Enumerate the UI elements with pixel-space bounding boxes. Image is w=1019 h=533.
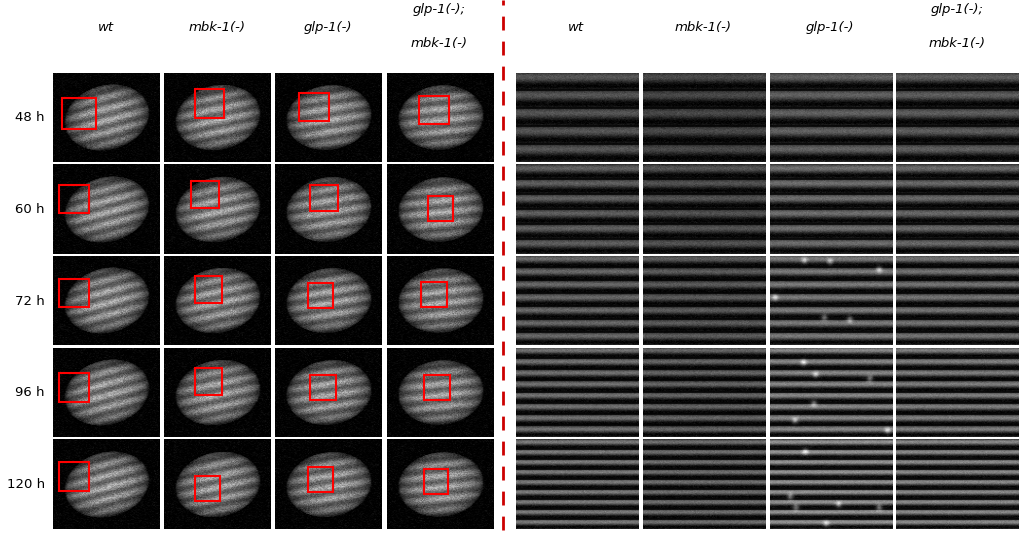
Text: mbk-1(-): mbk-1(-): [674, 21, 731, 34]
Bar: [59, 373, 89, 402]
Bar: [195, 90, 224, 118]
Text: 48 h: 48 h: [15, 111, 45, 124]
Bar: [192, 181, 219, 208]
Text: glp-1(-): glp-1(-): [805, 21, 853, 34]
Text: glp-1(-);: glp-1(-);: [413, 3, 465, 15]
Bar: [310, 184, 337, 212]
Bar: [62, 98, 96, 130]
Bar: [195, 475, 220, 500]
Text: glp-1(-): glp-1(-): [304, 21, 352, 34]
Bar: [424, 469, 447, 494]
Text: wt: wt: [568, 21, 584, 34]
Text: glp-1(-);: glp-1(-);: [929, 3, 982, 15]
Bar: [299, 93, 329, 122]
Text: 120 h: 120 h: [7, 478, 45, 491]
Bar: [310, 375, 335, 400]
Bar: [424, 375, 449, 400]
Bar: [195, 368, 222, 395]
Text: wt: wt: [98, 21, 113, 34]
Bar: [59, 184, 89, 213]
Text: 60 h: 60 h: [15, 203, 45, 216]
Text: mbk-1(-): mbk-1(-): [411, 37, 467, 50]
Bar: [59, 279, 89, 308]
Text: 72 h: 72 h: [15, 295, 45, 308]
Text: mbk-1(-): mbk-1(-): [189, 21, 245, 34]
Bar: [308, 467, 333, 492]
Bar: [421, 281, 446, 306]
Bar: [195, 276, 222, 303]
Text: mbk-1(-): mbk-1(-): [927, 37, 984, 50]
Text: 96 h: 96 h: [15, 386, 45, 399]
Bar: [427, 196, 452, 221]
Bar: [419, 95, 448, 124]
Bar: [308, 284, 333, 309]
Bar: [59, 462, 89, 491]
